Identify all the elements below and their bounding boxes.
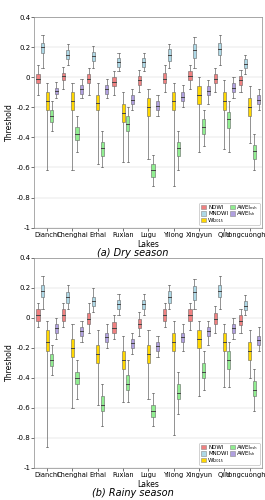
Bar bbox=[131, 96, 134, 104]
Bar bbox=[41, 284, 44, 296]
Bar bbox=[92, 52, 95, 61]
X-axis label: Lakes: Lakes bbox=[138, 240, 159, 250]
Bar bbox=[214, 313, 217, 324]
Bar bbox=[181, 332, 184, 342]
Bar bbox=[66, 50, 69, 59]
Bar bbox=[239, 76, 242, 85]
Bar bbox=[202, 120, 205, 134]
Bar bbox=[126, 116, 129, 132]
Bar bbox=[227, 112, 231, 128]
X-axis label: Lakes: Lakes bbox=[138, 480, 159, 490]
Bar bbox=[50, 354, 53, 366]
Bar bbox=[50, 110, 53, 122]
Bar bbox=[151, 404, 154, 416]
Bar bbox=[239, 314, 242, 325]
Bar bbox=[188, 308, 192, 320]
Bar bbox=[163, 73, 166, 84]
Bar bbox=[232, 84, 235, 92]
Bar bbox=[87, 74, 90, 84]
Bar bbox=[105, 332, 108, 342]
Bar bbox=[167, 49, 171, 61]
Bar bbox=[36, 74, 39, 84]
Text: (b) Rainy season: (b) Rainy season bbox=[92, 488, 173, 498]
Bar bbox=[122, 350, 125, 368]
Bar bbox=[177, 384, 180, 398]
Bar bbox=[122, 104, 125, 122]
Bar bbox=[223, 92, 226, 110]
Bar bbox=[101, 142, 104, 156]
Bar bbox=[163, 308, 166, 320]
Bar bbox=[207, 326, 210, 336]
Bar bbox=[214, 74, 217, 84]
Bar bbox=[156, 102, 159, 110]
Bar bbox=[202, 362, 205, 378]
Bar bbox=[126, 374, 129, 390]
Legend: NDWI, MNDWI, WI₂₀₁₅, AWEIₙₛₕ, AWEIₛₕ: NDWI, MNDWI, WI₂₀₁₅, AWEIₙₛₕ, AWEIₛₕ bbox=[199, 203, 260, 224]
Bar bbox=[223, 332, 226, 350]
Bar bbox=[207, 86, 210, 96]
Bar bbox=[71, 338, 74, 356]
Bar bbox=[253, 380, 256, 396]
Bar bbox=[80, 85, 83, 94]
Bar bbox=[197, 86, 201, 104]
Bar bbox=[147, 98, 150, 116]
Y-axis label: Threshold: Threshold bbox=[5, 104, 14, 142]
Bar bbox=[244, 301, 247, 310]
Bar bbox=[101, 396, 104, 410]
Bar bbox=[232, 324, 235, 332]
Bar bbox=[46, 330, 49, 350]
Bar bbox=[62, 308, 65, 320]
Bar bbox=[218, 284, 221, 296]
Bar bbox=[248, 342, 251, 359]
Bar bbox=[41, 43, 44, 54]
Bar bbox=[172, 332, 175, 350]
Bar bbox=[193, 286, 196, 300]
Bar bbox=[96, 96, 99, 110]
Bar bbox=[55, 324, 58, 332]
Bar bbox=[156, 342, 159, 350]
Bar bbox=[257, 336, 260, 344]
Bar bbox=[76, 127, 78, 140]
Bar bbox=[172, 92, 175, 110]
Bar bbox=[193, 44, 196, 58]
Bar bbox=[112, 78, 116, 86]
Legend: NDWI, MNDWI, WI₂₀₁₅, AWEIₙₛₕ, AWEIₛₕ: NDWI, MNDWI, WI₂₀₁₅, AWEIₙₛₕ, AWEIₛₕ bbox=[199, 443, 260, 464]
Bar bbox=[62, 73, 65, 80]
Bar bbox=[151, 164, 154, 176]
Bar bbox=[244, 60, 247, 68]
Bar bbox=[117, 58, 120, 67]
Bar bbox=[197, 330, 201, 347]
Bar bbox=[96, 344, 99, 362]
Bar bbox=[181, 92, 184, 102]
Bar bbox=[131, 338, 134, 347]
Bar bbox=[71, 92, 74, 110]
Bar bbox=[138, 76, 141, 85]
Bar bbox=[92, 296, 95, 306]
Bar bbox=[167, 290, 171, 302]
Bar bbox=[117, 300, 120, 308]
Bar bbox=[105, 85, 108, 94]
Bar bbox=[188, 72, 192, 80]
Bar bbox=[177, 142, 180, 156]
Bar bbox=[138, 319, 141, 328]
Bar bbox=[257, 96, 260, 104]
Bar bbox=[66, 292, 69, 302]
Y-axis label: Threshold: Threshold bbox=[5, 344, 14, 382]
Bar bbox=[218, 43, 221, 55]
Bar bbox=[142, 300, 145, 308]
Bar bbox=[227, 350, 231, 368]
Bar bbox=[76, 372, 78, 384]
Bar bbox=[36, 308, 39, 320]
Bar bbox=[55, 88, 58, 94]
Bar bbox=[147, 344, 150, 362]
Text: (a) Dry season: (a) Dry season bbox=[97, 248, 168, 258]
Bar bbox=[46, 92, 49, 110]
Bar bbox=[142, 58, 145, 67]
Bar bbox=[248, 98, 251, 116]
Bar bbox=[87, 313, 90, 324]
Bar bbox=[80, 326, 83, 336]
Bar bbox=[112, 322, 116, 332]
Bar bbox=[253, 145, 256, 158]
